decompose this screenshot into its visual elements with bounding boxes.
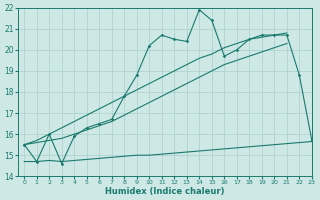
X-axis label: Humidex (Indice chaleur): Humidex (Indice chaleur) (105, 187, 225, 196)
